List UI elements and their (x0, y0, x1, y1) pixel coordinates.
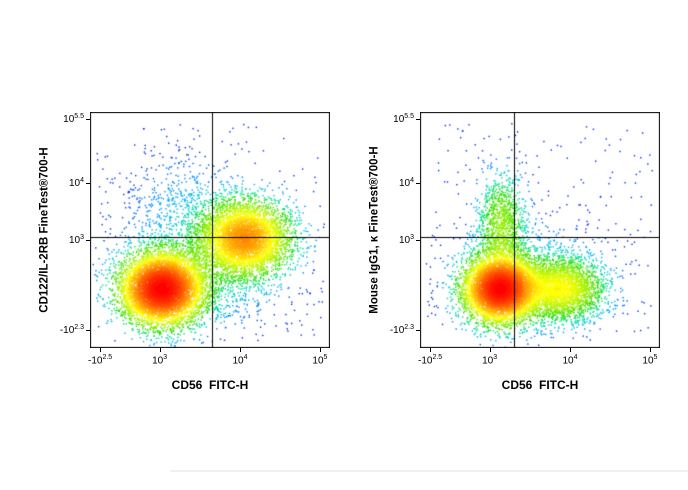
y-tick-label: 103 (68, 233, 84, 247)
x-tick-label: 103 (482, 354, 498, 367)
x-tick-label: 104 (232, 354, 248, 367)
y-tick-label: 103 (398, 233, 414, 247)
x-tick-label: 105 (642, 354, 658, 367)
x-tick-label: 103 (152, 354, 168, 367)
x-tick-label: -102.5 (87, 354, 113, 367)
y-tick-label: -102.3 (59, 323, 84, 337)
y-tick-label: 105.5 (393, 112, 414, 126)
y-tick-label: 104 (68, 176, 84, 189)
y-tick-mark (86, 330, 90, 332)
y-tick-mark (416, 239, 420, 241)
x-tick-mark (159, 348, 161, 352)
x-tick-label: 105 (312, 354, 328, 367)
y-tick-mark (86, 182, 90, 184)
x-tick-mark (430, 348, 432, 352)
plot-area-left: -102.5 103 104 105 105.5 104 103 -102.3 (60, 112, 330, 366)
y-tick-label: -102.3 (389, 323, 414, 337)
y-tick-mark (416, 119, 420, 121)
y-tick-mark (416, 330, 420, 332)
plot-area-right: -102.5 103 104 105 105.5 104 103 -102.3 (390, 112, 660, 366)
x-tick-label: 104 (562, 354, 578, 367)
y-axis-title-left: CD122/IL-2RB FineTest®700-H (32, 112, 58, 348)
y-tick-label: 105.5 (63, 112, 84, 126)
y-tick-mark (86, 239, 90, 241)
x-tick-mark (240, 348, 241, 352)
y-axis-title-right: Mouse IgG1, κ FineTest®700-H (362, 112, 388, 348)
x-axis-title-right: CD56 FITC-H (501, 378, 579, 392)
x-tick-label: -102.5 (417, 354, 443, 367)
x-tick-mark (570, 348, 571, 352)
y-axis-title-left-text: CD122/IL-2RB FineTest®700-H (39, 147, 52, 313)
scatter-canvas-left (90, 112, 330, 348)
scatter-canvas-right (420, 112, 660, 348)
y-tick-label: 104 (398, 176, 414, 189)
x-axis-title-left: CD56 FITC-H (171, 378, 249, 392)
x-tick-mark (319, 348, 321, 352)
y-tick-mark (86, 119, 90, 121)
y-axis-title-right-text: Mouse IgG1, κ FineTest®700-H (369, 146, 381, 314)
x-tick-mark (100, 348, 102, 352)
bottom-divider (170, 470, 688, 472)
x-tick-mark (649, 348, 651, 352)
y-tick-mark (416, 182, 420, 184)
x-tick-mark (489, 348, 491, 352)
